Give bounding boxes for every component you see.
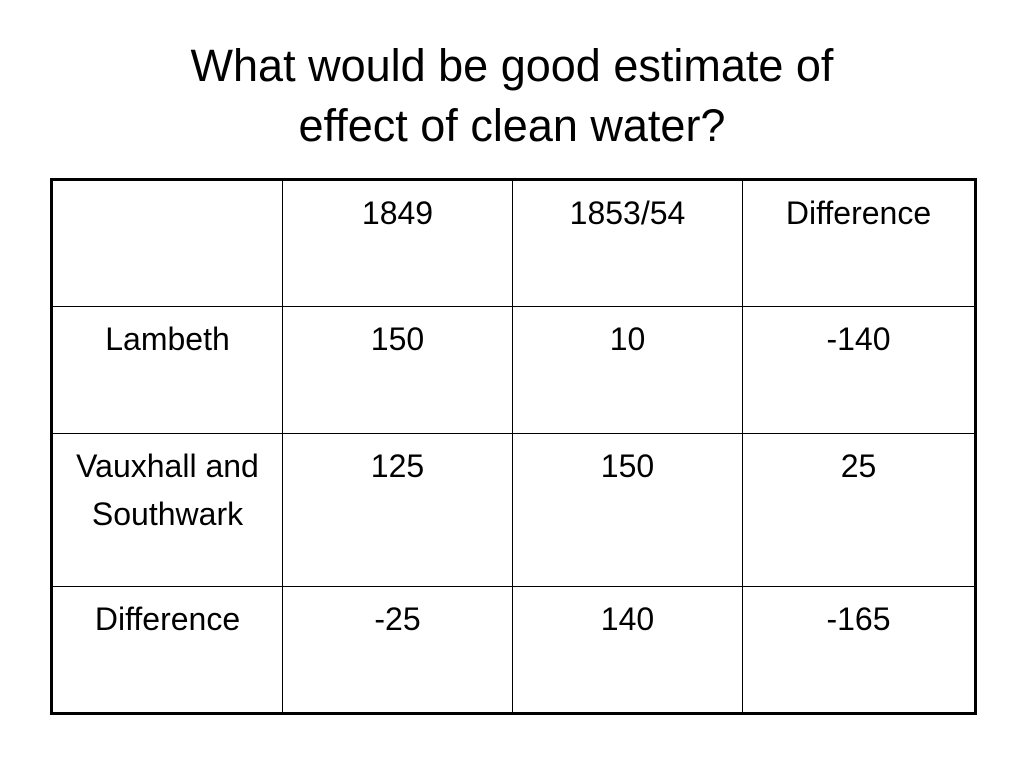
slide-title-line-2: effect of clean water? — [298, 100, 726, 151]
table-cell: 140 — [512, 586, 743, 714]
table-cell: 125 — [282, 433, 513, 587]
table-cell: 150 — [512, 433, 743, 587]
row-label: Lambeth — [51, 306, 283, 434]
header-cell-empty — [51, 179, 283, 307]
table-row: Lambeth 150 10 -140 — [51, 306, 976, 434]
row-label: Vauxhall and Southwark — [51, 433, 283, 587]
header-cell-difference: Difference — [742, 179, 976, 307]
table-row: Vauxhall and Southwark 125 150 25 — [51, 433, 976, 587]
table-cell: -25 — [282, 586, 513, 714]
table-row: Difference -25 140 -165 — [51, 586, 976, 714]
header-cell-1849: 1849 — [282, 179, 513, 307]
data-table: 1849 1853/54 Difference Lambeth 150 10 -… — [50, 178, 977, 715]
table-cell: -140 — [742, 306, 976, 434]
table-cell: -165 — [742, 586, 976, 714]
table-cell: 10 — [512, 306, 743, 434]
row-label: Difference — [51, 586, 283, 714]
table-cell: 25 — [742, 433, 976, 587]
slide-title: What would be good estimate of effect of… — [0, 36, 1024, 156]
header-cell-1853-54: 1853/54 — [512, 179, 743, 307]
slide-title-line-1: What would be good estimate of — [190, 40, 834, 91]
table-cell: 150 — [282, 306, 513, 434]
table-header-row: 1849 1853/54 Difference — [51, 179, 976, 307]
